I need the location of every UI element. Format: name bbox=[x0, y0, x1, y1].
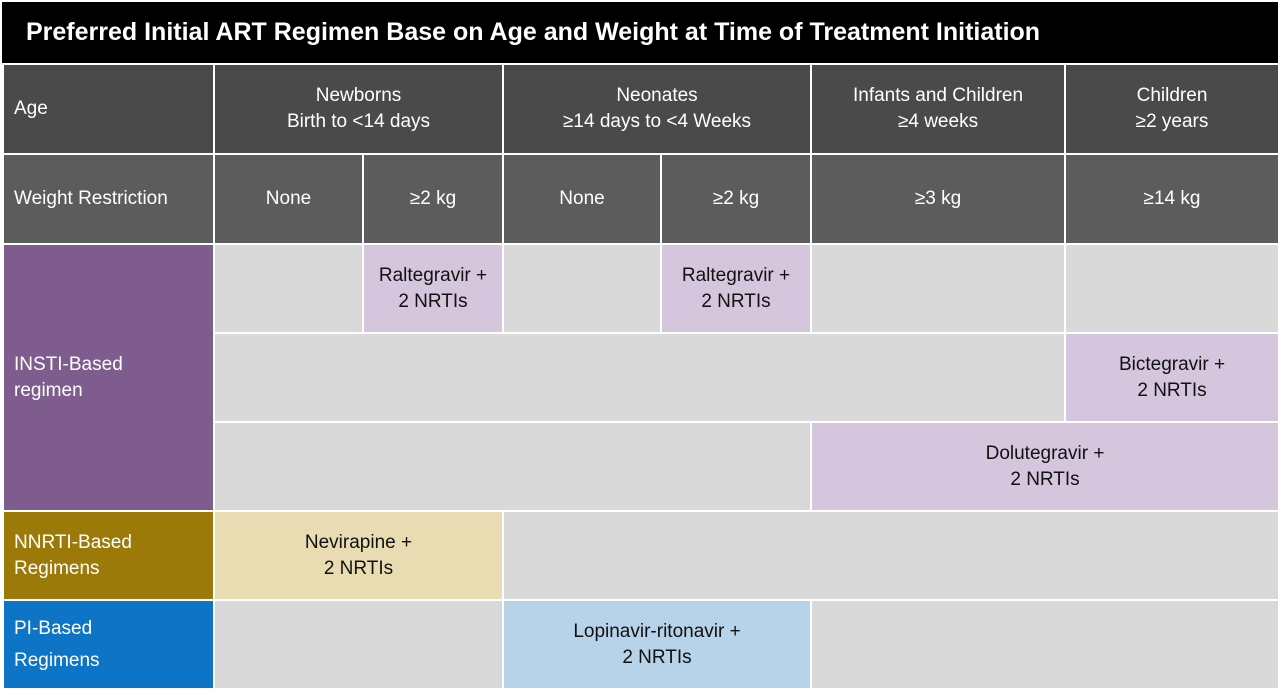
regimen-nevirapine: Nevirapine + 2 NRTIs bbox=[213, 510, 504, 601]
insti-row-raltegravir: INSTI-Based regimen Raltegravir + 2 NRTI… bbox=[2, 243, 1280, 512]
empty-cell bbox=[501, 510, 1280, 601]
category-label: INSTI-Based bbox=[14, 353, 123, 375]
regimen-nrti: 2 NRTIs bbox=[622, 646, 692, 668]
empty-cell bbox=[810, 243, 1067, 334]
empty-cell bbox=[212, 332, 1067, 423]
regimen-nrti: 2 NRTIs bbox=[701, 290, 771, 312]
age-group-range: ≥2 years bbox=[1135, 111, 1209, 132]
weight-cell: ≥2 kg bbox=[659, 153, 813, 245]
age-group-range: ≥4 weeks bbox=[897, 111, 979, 132]
category-label: Regimens bbox=[14, 557, 100, 579]
regimen-raltegravir-neonate: Raltegravir + 2 NRTIs bbox=[659, 243, 813, 334]
regimen-drug: Bictegravir + bbox=[1118, 353, 1226, 375]
regimen-raltegravir-newborn: Raltegravir + 2 NRTIs bbox=[362, 243, 504, 334]
age-header-newborns: Newborns Birth to <14 days bbox=[213, 63, 504, 155]
weight-cell: ≥2 kg bbox=[362, 153, 504, 245]
pi-row: PI-Based Regimens Lopinavir-ritonavir + … bbox=[2, 599, 1280, 690]
weight-cell: None bbox=[502, 153, 662, 245]
weight-cell: None bbox=[213, 153, 364, 245]
regimen-nrti: 2 NRTIs bbox=[398, 290, 468, 312]
empty-cell bbox=[212, 421, 813, 512]
category-insti: INSTI-Based regimen bbox=[2, 243, 215, 512]
regimen-drug: Dolutegravir + bbox=[985, 442, 1105, 464]
regimen-nrti: 2 NRTIs bbox=[1010, 468, 1080, 490]
weight-cell: ≥3 kg bbox=[810, 153, 1067, 245]
category-label: PI-Based bbox=[14, 617, 93, 639]
regimen-table: Age Newborns Birth to <14 days Neonates … bbox=[2, 63, 1280, 690]
empty-cell bbox=[810, 599, 1280, 690]
page-title: Preferred Initial ART Regimen Base on Ag… bbox=[2, 2, 1278, 63]
category-label: regimen bbox=[14, 379, 83, 401]
regimen-drug: Raltegravir + bbox=[681, 264, 791, 286]
insti-row-bictegravir: Bictegravir + 2 NRTIs bbox=[3, 332, 1280, 423]
insti-row-dolutegravir: Dolutegravir + 2 NRTIs bbox=[3, 421, 1280, 512]
empty-cell bbox=[502, 243, 662, 334]
empty-cell bbox=[213, 599, 504, 690]
age-group-name: Neonates bbox=[616, 85, 698, 106]
weight-cell: ≥14 kg bbox=[1064, 153, 1280, 245]
age-header-neonates: Neonates ≥14 days to <4 Weeks bbox=[501, 63, 813, 155]
regimen-nrti: 2 NRTIs bbox=[323, 557, 394, 579]
regimen-nrti: 2 NRTIs bbox=[1137, 379, 1207, 401]
age-row-label: Age bbox=[2, 63, 215, 155]
age-group-range: ≥14 days to <4 Weeks bbox=[562, 111, 752, 132]
regimen-lopinavir: Lopinavir-ritonavir + 2 NRTIs bbox=[501, 599, 813, 690]
regimen-drug: Raltegravir + bbox=[378, 264, 488, 286]
empty-cell bbox=[1064, 243, 1280, 334]
regimen-drug: Nevirapine + bbox=[304, 531, 413, 553]
regimen-dolutegravir: Dolutegravir + 2 NRTIs bbox=[810, 421, 1280, 512]
category-pi: PI-Based Regimens bbox=[2, 599, 215, 690]
weight-row-label: Weight Restriction bbox=[2, 153, 215, 245]
category-label: Regimens bbox=[14, 649, 100, 671]
weight-row: Weight Restriction None ≥2 kg None ≥2 kg… bbox=[2, 153, 1280, 245]
age-header-children: Children ≥2 years bbox=[1064, 63, 1280, 155]
age-row: Age Newborns Birth to <14 days Neonates … bbox=[2, 63, 1280, 155]
category-label: NNRTI-Based bbox=[14, 531, 132, 553]
age-group-name: Infants and Children bbox=[852, 85, 1024, 106]
regimen-bictegravir: Bictegravir + 2 NRTIs bbox=[1064, 332, 1280, 423]
age-group-range: Birth to <14 days bbox=[286, 111, 431, 132]
age-header-infants: Infants and Children ≥4 weeks bbox=[810, 63, 1067, 155]
empty-cell bbox=[213, 243, 364, 334]
category-nnrti: NNRTI-Based Regimens bbox=[2, 510, 215, 601]
regimen-drug: Lopinavir-ritonavir + bbox=[573, 620, 741, 642]
nnrti-row: NNRTI-Based Regimens Nevirapine + 2 NRTI… bbox=[2, 510, 1280, 601]
age-group-name: Children bbox=[1136, 85, 1208, 106]
age-group-name: Newborns bbox=[315, 85, 402, 106]
